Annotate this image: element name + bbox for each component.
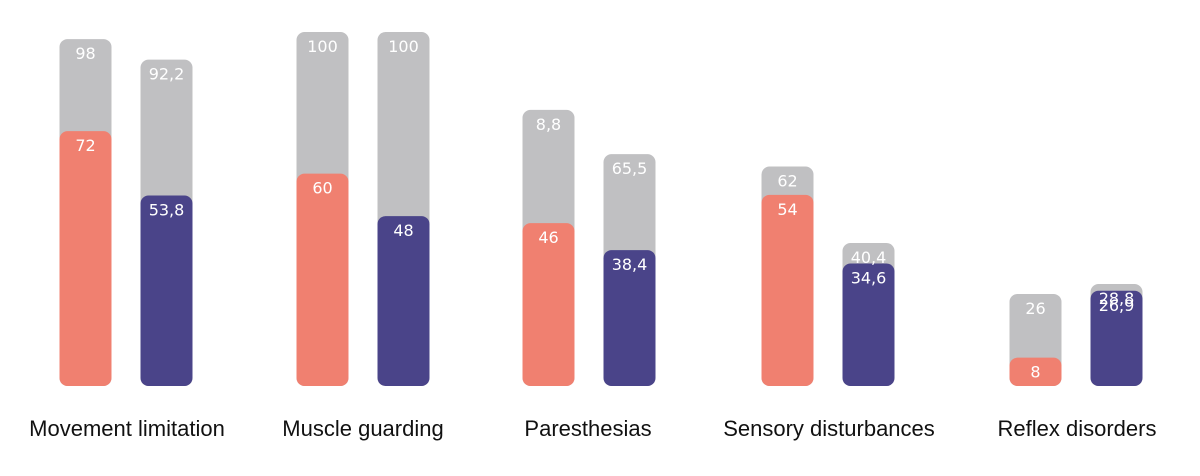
value-bar xyxy=(140,195,193,386)
category-label: Paresthesias xyxy=(524,416,651,441)
inner-value-label: 53,8 xyxy=(149,201,185,220)
value-bar xyxy=(522,223,575,386)
value-bar xyxy=(59,131,112,386)
value-bar xyxy=(842,263,895,386)
inner-value-label: 72 xyxy=(75,136,95,155)
total-value-label: 100 xyxy=(388,37,419,56)
total-value-label: 62 xyxy=(777,172,797,191)
inner-value-label: 48 xyxy=(393,221,413,240)
value-bar xyxy=(377,216,430,386)
total-value-label: 92,2 xyxy=(149,65,185,84)
value-bar xyxy=(761,194,814,386)
total-value-label: 26 xyxy=(1025,299,1045,318)
category-label: Sensory disturbances xyxy=(723,416,935,441)
value-bar xyxy=(1009,357,1062,386)
inner-value-label: 38,4 xyxy=(612,255,648,274)
category-label: Movement limitation xyxy=(29,416,225,441)
category-label: Reflex disorders xyxy=(998,416,1157,441)
value-bar xyxy=(296,173,349,386)
inner-value-label: 34,6 xyxy=(851,269,887,288)
total-value-label: 28,8 xyxy=(1099,289,1135,308)
inner-value-label: 60 xyxy=(312,179,332,198)
total-value-label: 100 xyxy=(307,37,338,56)
value-bar xyxy=(603,250,656,386)
total-value-label: 8,8 xyxy=(536,115,561,134)
inner-value-label: 46 xyxy=(538,228,558,247)
total-value-label: 40,4 xyxy=(851,248,887,267)
inner-value-label: 54 xyxy=(777,200,797,219)
inner-value-label: 8 xyxy=(1030,363,1040,382)
category-label: Muscle guarding xyxy=(282,416,443,441)
inner-value-label: 26,9 xyxy=(1099,296,1135,315)
total-value-label: 65,5 xyxy=(612,159,648,178)
total-value-label: 98 xyxy=(75,44,95,63)
value-bar xyxy=(1090,290,1143,386)
